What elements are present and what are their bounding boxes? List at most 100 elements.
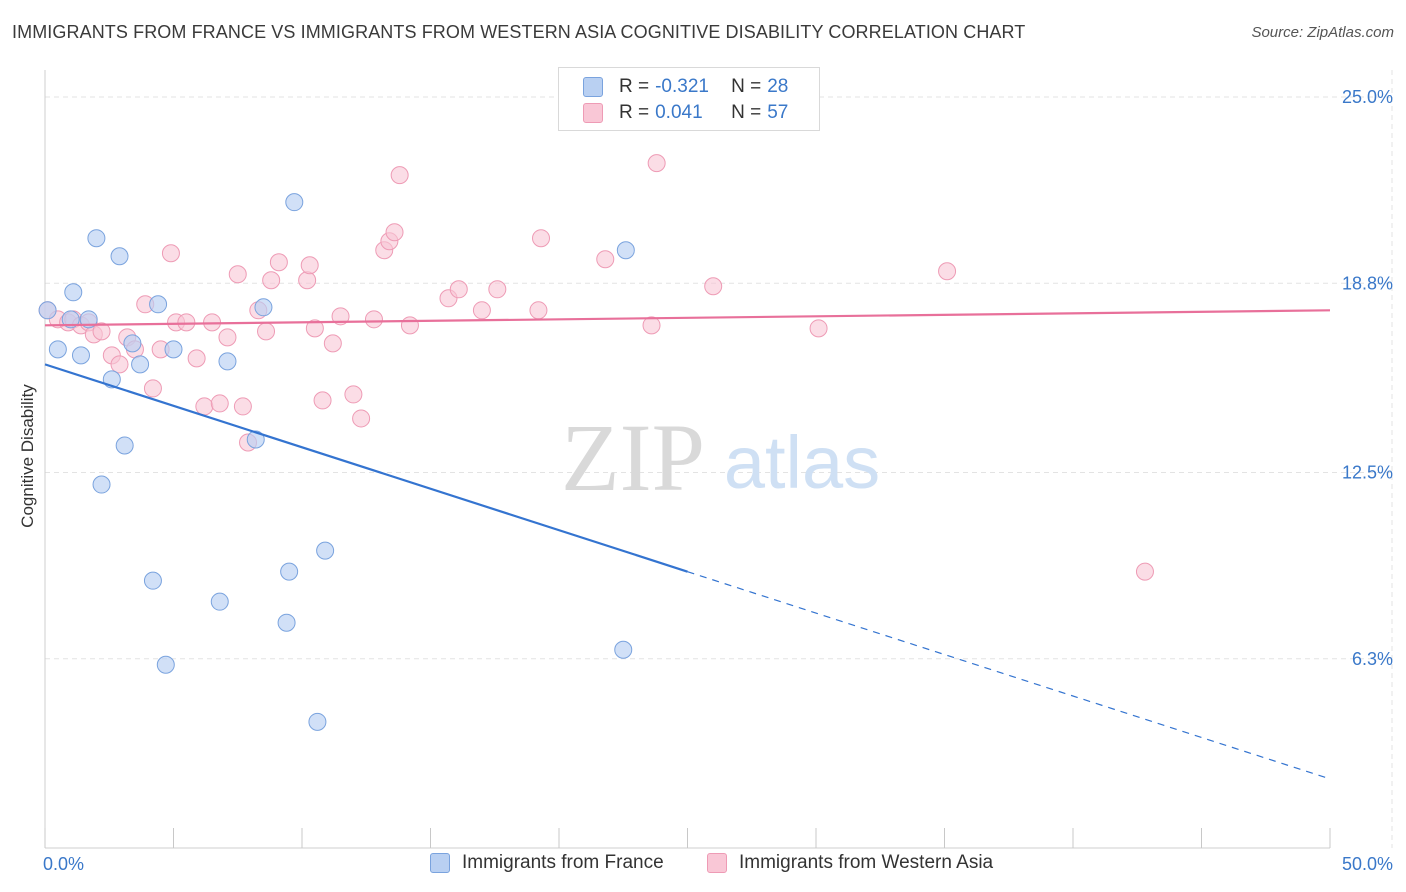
point-western-asia-28 [262,271,281,290]
point-western-asia-46 [472,301,491,320]
source-label: Source: ZipAtlas.com [1251,24,1394,41]
y-axis-title: Cognitive Disability [18,384,37,528]
legend-n-label: N = [731,102,762,123]
trend-line-france-extrapolated [687,571,1331,780]
watermark-atlas: atlas [724,421,880,504]
legend-swatch-france [583,77,603,97]
bottom-legend-western-asia: Immigrants from Western Asia [707,852,993,874]
point-western-asia-36 [344,385,363,404]
tick-labels: 25.0% 18.8% 12.5% 6.3% 0.0% 50.0% [43,87,1393,874]
point-western-asia-32 [305,319,324,338]
y-tick-label-1: 18.8% [1342,273,1393,293]
point-france-21 [277,613,296,632]
point-western-asia-31 [300,256,319,275]
point-france-19 [246,430,265,449]
legend-r-value: -0.321 [655,76,709,97]
bottom-legend-swatch-france [430,853,450,873]
point-western-asia-17 [177,313,196,332]
bottom-legend-france: Immigrants from France [430,852,664,874]
bottom-legend-label-western-asia: Immigrants from Western Asia [739,852,994,873]
point-western-asia-48 [529,301,548,320]
point-western-asia-35 [331,307,350,326]
point-western-asia-33 [313,391,332,410]
watermark-zip: ZIP [561,404,705,511]
point-france-3 [64,283,83,302]
point-france-27 [616,241,635,260]
x-tick-label-0: 0.0% [43,854,84,874]
point-western-asia-47 [488,280,507,299]
point-france-18 [218,352,237,371]
point-western-asia-37 [352,409,371,428]
legend-n-value: 28 [767,76,789,97]
point-western-asia-34 [323,334,342,353]
point-france-14 [149,295,168,314]
point-western-asia-7 [92,322,111,341]
trend-lines [44,309,1331,780]
legend-r-label: R = [619,102,650,123]
point-western-asia-53 [704,277,723,296]
point-western-asia-56 [1135,562,1154,581]
point-western-asia-30 [298,271,317,290]
point-western-asia-42 [390,166,409,185]
point-france-22 [280,562,299,581]
point-western-asia-29 [269,253,288,272]
point-western-asia-54 [809,319,828,338]
point-western-asia-18 [187,349,206,368]
point-western-asia-43 [400,316,419,335]
legend-r-value: 0.041 [655,102,703,123]
series-western-asia-points [38,154,1154,581]
point-france-26 [614,640,633,659]
point-france-9 [110,247,129,266]
point-france-6 [87,229,106,248]
point-western-asia-23 [228,265,247,284]
point-western-asia-41 [385,223,404,242]
point-france-23 [285,193,304,212]
point-western-asia-49 [532,229,551,248]
correlation-legend: R = -0.321 N = 28 R = 0.041 N = 57 [558,67,820,131]
point-western-asia-24 [233,397,252,416]
point-france-15 [156,655,175,674]
legend-row-western-asia: R = 0.041 N = 57 [583,102,788,124]
point-western-asia-45 [449,280,468,299]
point-western-asia-13 [143,379,162,398]
point-france-20 [254,298,273,317]
point-western-asia-21 [210,394,229,413]
point-france-1 [48,340,67,359]
point-france-12 [131,355,150,374]
y-tick-label-0: 25.0% [1342,87,1393,107]
legend-row-france: R = -0.321 N = 28 [583,76,788,98]
legend-swatch-western-asia [583,103,603,123]
series-france-points [38,193,635,731]
point-france-13 [143,571,162,590]
chart-title: IMMIGRANTS FROM FRANCE VS IMMIGRANTS FRO… [12,22,1026,42]
point-western-asia-51 [642,316,661,335]
y-tick-label-3: 6.3% [1352,649,1393,669]
grid-lines [45,70,1393,848]
axes [44,70,1331,849]
bottom-legend-label-france: Immigrants from France [462,852,664,873]
point-france-10 [115,436,134,455]
point-france-24 [308,712,327,731]
x-tick-label-1: 50.0% [1342,854,1393,874]
bottom-legend-swatch-western-asia [707,853,727,873]
point-western-asia-50 [596,250,615,269]
point-western-asia-19 [195,397,214,416]
point-france-4 [71,346,90,365]
point-western-asia-27 [257,322,276,341]
point-western-asia-38 [364,310,383,329]
point-france-7 [92,475,111,494]
legend-n-value: 57 [767,102,789,123]
legend-n-label: N = [731,76,762,97]
point-western-asia-22 [218,328,237,347]
point-france-2 [61,310,80,329]
point-western-asia-9 [110,355,129,374]
point-western-asia-55 [938,262,957,281]
point-france-17 [210,592,229,611]
point-france-0 [38,301,57,320]
point-france-16 [164,340,183,359]
y-tick-label-2: 12.5% [1342,463,1393,483]
point-western-asia-52 [647,154,666,173]
point-western-asia-15 [161,244,180,263]
point-france-25 [316,541,335,560]
